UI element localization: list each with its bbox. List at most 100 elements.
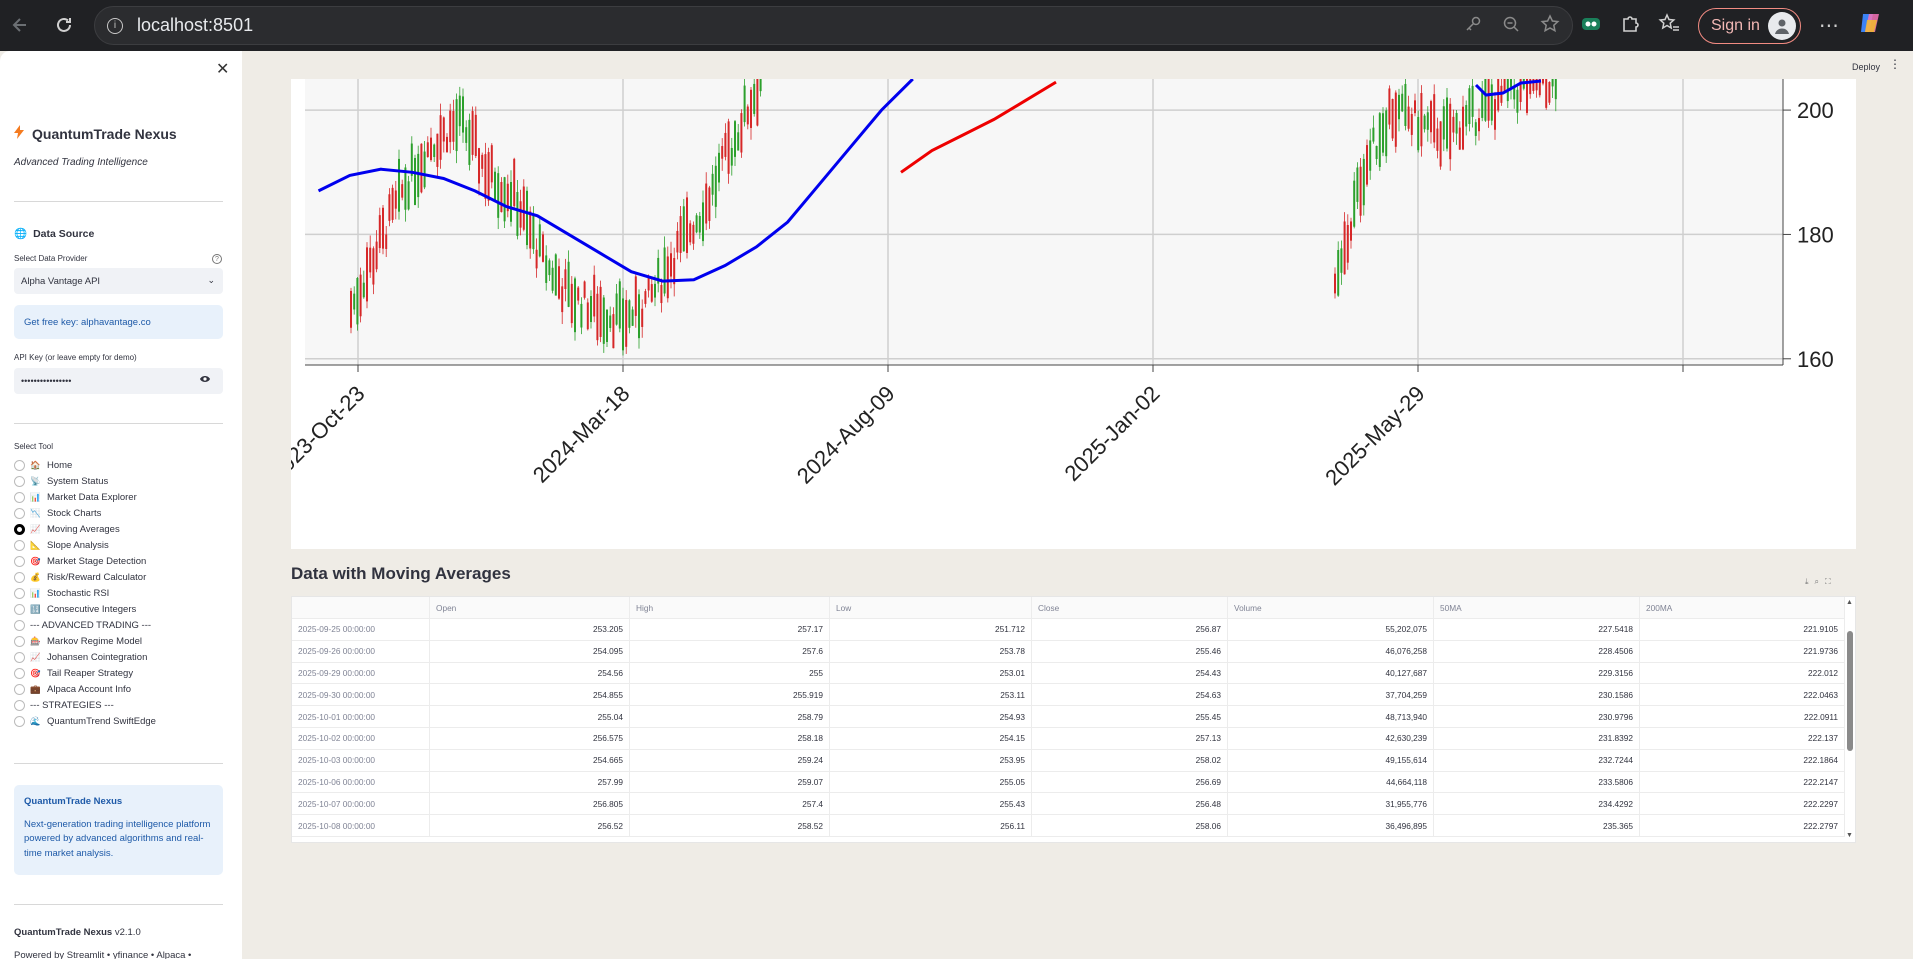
table-cell[interactable]: 253.95: [830, 749, 1032, 771]
table-cell[interactable]: 254.63: [1032, 684, 1228, 706]
table-cell[interactable]: 231.8392: [1434, 727, 1640, 749]
radio-button[interactable]: [14, 555, 25, 567]
favorites-icon[interactable]: [1658, 13, 1680, 38]
table-cell[interactable]: 258.18: [630, 727, 830, 749]
table-cell[interactable]: 254.855: [430, 684, 630, 706]
main-menu-icon[interactable]: ⋮: [1889, 57, 1901, 71]
back-icon[interactable]: [2, 7, 38, 43]
tool-option-system-status[interactable]: 📡 System Status: [14, 473, 229, 489]
table-cell[interactable]: 221.9736: [1640, 640, 1845, 662]
table-cell[interactable]: 2025-10-06 00:00:00: [292, 771, 430, 793]
table-cell[interactable]: 257.6: [630, 640, 830, 662]
table-cell[interactable]: 256.11: [830, 815, 1032, 836]
table-row[interactable]: 2025-09-29 00:00:00 254.56 255 253.01 254.43…: [292, 662, 1845, 685]
table-cell[interactable]: 253.78: [830, 640, 1032, 662]
bookmark-star-icon[interactable]: [1540, 14, 1560, 39]
radio-button[interactable]: [14, 651, 25, 663]
help-icon[interactable]: ?: [212, 254, 222, 264]
table-cell[interactable]: 256.575: [430, 727, 630, 749]
table-row[interactable]: 2025-10-07 00:00:00 256.805 257.4 255.43 256…: [292, 793, 1845, 816]
show-password-icon[interactable]: [199, 374, 211, 387]
search-icon[interactable]: ⌕: [1814, 577, 1820, 586]
radio-button[interactable]: [14, 699, 25, 711]
table-cell[interactable]: 255.04: [430, 706, 630, 727]
table-cell[interactable]: 256.52: [430, 815, 630, 836]
table-cell[interactable]: 255.43: [830, 793, 1032, 815]
table-cell[interactable]: 2025-09-25 00:00:00: [292, 619, 430, 640]
column-header[interactable]: 50MA: [1434, 597, 1640, 618]
table-cell[interactable]: 233.5806: [1434, 771, 1640, 793]
radio-button[interactable]: [14, 715, 25, 727]
radio-button[interactable]: [14, 619, 25, 631]
radio-button[interactable]: [14, 667, 25, 679]
table-cell[interactable]: 259.07: [630, 771, 830, 793]
key-icon[interactable]: [1464, 15, 1482, 38]
table-cell[interactable]: 254.43: [1032, 662, 1228, 684]
tool-option-slope-analysis[interactable]: 📐 Slope Analysis: [14, 537, 229, 553]
table-cell[interactable]: 254.56: [430, 662, 630, 684]
column-header[interactable]: 200MA: [1640, 597, 1845, 618]
table-cell[interactable]: 2025-09-29 00:00:00: [292, 662, 430, 684]
tool-option-home[interactable]: 🏠 Home: [14, 457, 229, 473]
column-header[interactable]: Open: [430, 597, 630, 618]
table-cell[interactable]: 256.48: [1032, 793, 1228, 815]
data-table[interactable]: Open High Low Close Volume 50MA 200MA 2025-09-2…: [291, 596, 1856, 843]
table-cell[interactable]: 221.9105: [1640, 619, 1845, 640]
table-scrollbar[interactable]: ▲ ▼: [1845, 599, 1854, 839]
table-cell[interactable]: 2025-09-30 00:00:00: [292, 684, 430, 706]
tool-option-alpaca-account-info[interactable]: 💼 Alpaca Account Info: [14, 681, 229, 697]
table-cell[interactable]: 36,496,895: [1228, 815, 1434, 836]
radio-button[interactable]: [14, 587, 25, 599]
table-cell[interactable]: 254.93: [830, 706, 1032, 727]
table-cell[interactable]: 253.205: [430, 619, 630, 640]
radio-button[interactable]: [14, 523, 25, 535]
table-cell[interactable]: 257.13: [1032, 727, 1228, 749]
table-row[interactable]: 2025-10-06 00:00:00 257.99 259.07 255.05 256…: [292, 771, 1845, 794]
table-cell[interactable]: 259.24: [630, 749, 830, 771]
table-cell[interactable]: 257.99: [430, 771, 630, 793]
table-cell[interactable]: 222.012: [1640, 662, 1845, 684]
table-row[interactable]: 2025-09-26 00:00:00 254.095 257.6 253.78 255…: [292, 640, 1845, 663]
table-cell[interactable]: 256.87: [1032, 619, 1228, 640]
tool-option-consecutive-integers[interactable]: 🔢 Consecutive Integers: [14, 601, 229, 617]
table-cell[interactable]: 256.805: [430, 793, 630, 815]
radio-button[interactable]: [14, 683, 25, 695]
table-cell[interactable]: 227.5418: [1434, 619, 1640, 640]
tool-option-stochastic-rsi[interactable]: 📊 Stochastic RSI: [14, 585, 229, 601]
deploy-button[interactable]: Deploy: [1852, 62, 1881, 72]
address-bar[interactable]: i localhost:8501: [94, 6, 1573, 45]
radio-button[interactable]: [14, 603, 25, 615]
tool-option-moving-averages[interactable]: 📈 Moving Averages: [14, 521, 229, 537]
table-cell[interactable]: 222.137: [1640, 727, 1845, 749]
table-cell[interactable]: 254.15: [830, 727, 1032, 749]
close-sidebar-icon[interactable]: ✕: [216, 61, 230, 78]
table-cell[interactable]: 2025-10-01 00:00:00: [292, 706, 430, 727]
table-row[interactable]: 2025-09-25 00:00:00 253.205 257.17 251.712 2…: [292, 619, 1845, 641]
scroll-thumb[interactable]: [1847, 631, 1853, 751]
api-key-input[interactable]: ••••••••••••••••: [14, 368, 223, 394]
site-info-icon[interactable]: i: [107, 17, 123, 34]
table-row[interactable]: 2025-10-08 00:00:00 256.52 258.52 256.11 258…: [292, 815, 1845, 837]
tool-option-risk-reward-calculator[interactable]: 💰 Risk/Reward Calculator: [14, 569, 229, 585]
radio-button[interactable]: [14, 475, 25, 487]
column-header[interactable]: Volume: [1228, 597, 1434, 618]
table-cell[interactable]: 254.665: [430, 749, 630, 771]
radio-button[interactable]: [14, 635, 25, 647]
table-cell[interactable]: 46,076,258: [1228, 640, 1434, 662]
provider-select[interactable]: Alpha Vantage API ⌄: [14, 268, 223, 294]
tool-option-market-stage-detection[interactable]: 🎯 Market Stage Detection: [14, 553, 229, 569]
table-cell[interactable]: 228.4506: [1434, 640, 1640, 662]
radio-button[interactable]: [14, 507, 25, 519]
scroll-down-icon[interactable]: ▼: [1846, 832, 1853, 839]
tool-option-tail-reaper-strategy[interactable]: 🎯 Tail Reaper Strategy: [14, 665, 229, 681]
tool-option-markov-regime-model[interactable]: 🎰 Markov Regime Model: [14, 633, 229, 649]
table-cell[interactable]: 255.45: [1032, 706, 1228, 727]
sign-in-button[interactable]: Sign in: [1698, 7, 1801, 44]
table-row[interactable]: 2025-10-01 00:00:00 255.04 258.79 254.93 255…: [292, 706, 1845, 728]
table-cell[interactable]: 254.095: [430, 640, 630, 662]
table-row[interactable]: 2025-10-02 00:00:00 256.575 258.18 254.15 25…: [292, 727, 1845, 750]
table-cell[interactable]: 2025-10-02 00:00:00: [292, 727, 430, 749]
puzzle-icon[interactable]: [1620, 13, 1640, 38]
table-row[interactable]: 2025-10-03 00:00:00 254.665 259.24 253.95 25…: [292, 749, 1845, 772]
column-header[interactable]: [292, 597, 430, 618]
